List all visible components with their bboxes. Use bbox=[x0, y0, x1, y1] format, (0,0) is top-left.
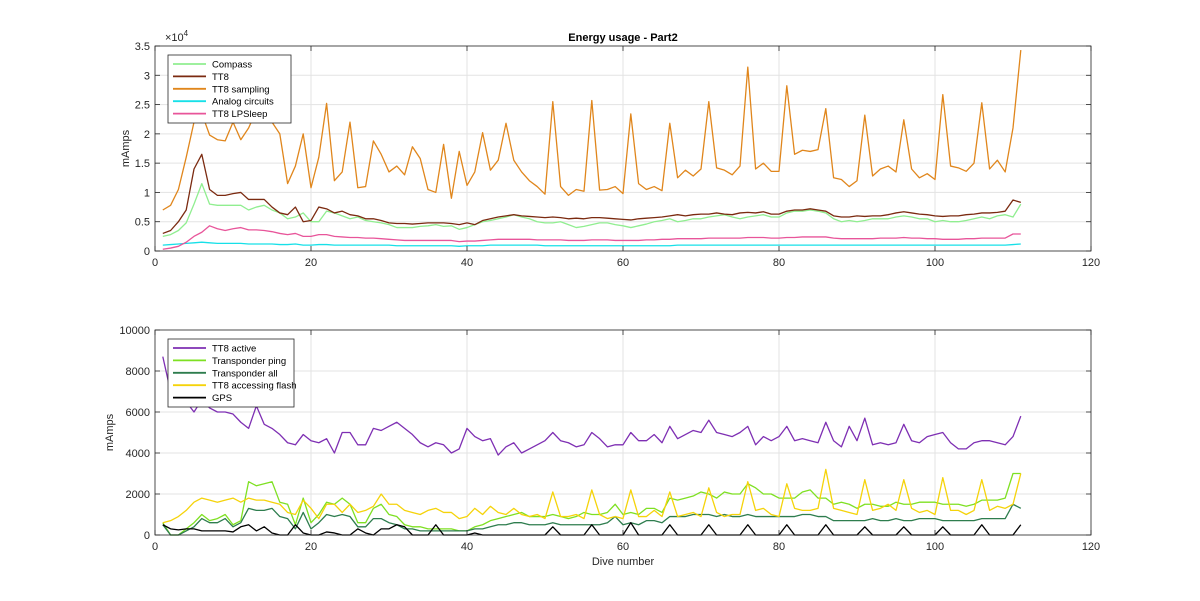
x-tick-label: 100 bbox=[926, 257, 944, 269]
y-tick-label: 4000 bbox=[126, 448, 150, 460]
series-line-compass bbox=[162, 182, 1022, 237]
y-tick-label: 2.5 bbox=[135, 100, 150, 112]
legend-entry: GPS bbox=[212, 393, 232, 404]
x-tick-label: 20 bbox=[305, 541, 317, 553]
x-tick-label: 80 bbox=[773, 257, 785, 269]
legend-entry: Analog circuits bbox=[212, 97, 274, 108]
x-tick-label: 80 bbox=[773, 541, 785, 553]
legend-entry: TT8 bbox=[212, 72, 229, 83]
y-tick-label: 0.5 bbox=[135, 217, 150, 229]
x-tick-label: 40 bbox=[461, 541, 473, 553]
y-tick-label: 2 bbox=[144, 129, 150, 141]
y-tick-label: 6000 bbox=[126, 407, 150, 419]
y-tick-label: 1 bbox=[144, 187, 150, 199]
y-tick-label: 3 bbox=[144, 70, 150, 82]
x-axis-label: Dive number bbox=[592, 556, 655, 568]
y-exponent-label: ×104 bbox=[165, 29, 189, 44]
legend-entry: Transponder all bbox=[212, 368, 278, 379]
series-line-analog-circuits bbox=[162, 241, 1021, 247]
x-tick-label: 40 bbox=[461, 257, 473, 269]
bottom-chart: 0 20 40 60 80 100 120 0 2000 4000 6000 8000 10000 mAm… bbox=[104, 325, 1100, 568]
x-tick-label: 0 bbox=[152, 541, 158, 553]
x-tick-label: 20 bbox=[305, 257, 317, 269]
y-tick-label: 2000 bbox=[126, 489, 150, 501]
legend-entry: Transponder ping bbox=[212, 356, 286, 367]
y-axis-label: mAmps bbox=[104, 413, 116, 451]
x-tick-label: 60 bbox=[617, 541, 629, 553]
legend-entry: TT8 LPSleep bbox=[212, 109, 267, 120]
x-tick-label: 100 bbox=[926, 541, 944, 553]
x-tick-label: 120 bbox=[1082, 257, 1100, 269]
series-line-tt8-lpsleep bbox=[162, 225, 1021, 250]
x-tick-label: 60 bbox=[617, 257, 629, 269]
y-tick-label: 0 bbox=[144, 246, 150, 258]
chart-title: Energy usage - Part2 bbox=[568, 32, 677, 44]
series-line-tt8-active bbox=[162, 356, 1022, 456]
legend-entry: Compass bbox=[212, 60, 252, 71]
y-tick-label: 10000 bbox=[119, 325, 150, 337]
series-line-tt8 bbox=[162, 153, 1021, 235]
y-axis-label: mAmps bbox=[120, 129, 132, 167]
legend-entry: TT8 active bbox=[212, 344, 256, 355]
series-line-tt8-sampling bbox=[162, 50, 1022, 211]
legend-entry: TT8 sampling bbox=[212, 84, 270, 95]
series-line-transponder-ping bbox=[162, 472, 1021, 536]
x-tick-label: 120 bbox=[1082, 541, 1100, 553]
top-chart: 0 20 40 60 80 100 120 0 0.5 1 1.5 2 2.5 3 3.5 ×104 Energ… bbox=[120, 29, 1100, 269]
y-tick-label: 8000 bbox=[126, 366, 150, 378]
series-line-tt8-accessing-flash bbox=[162, 468, 1022, 524]
legend-entry: TT8 accessing flash bbox=[212, 381, 296, 392]
x-tick-label: 0 bbox=[152, 257, 158, 269]
y-tick-label: 3.5 bbox=[135, 41, 150, 53]
y-tick-label: 0 bbox=[144, 530, 150, 542]
y-tick-label: 1.5 bbox=[135, 158, 150, 170]
